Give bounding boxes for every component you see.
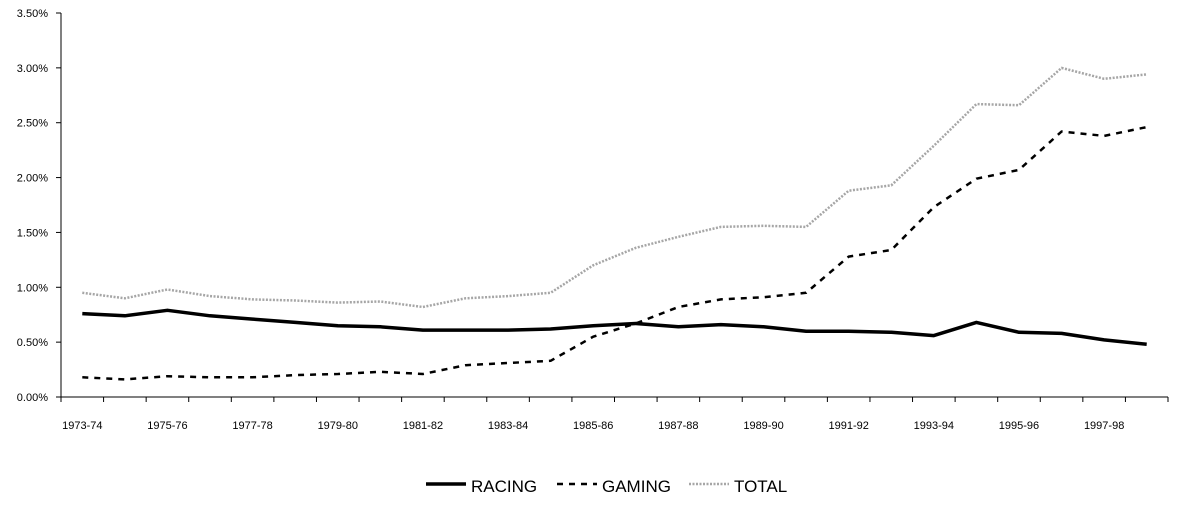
legend-label-total: TOTAL <box>734 477 787 496</box>
axes <box>60 13 1168 398</box>
x-tick-label: 1983-84 <box>488 420 528 432</box>
x-tick-label: 1995-96 <box>999 420 1039 432</box>
y-tick-label: 0.50% <box>17 337 48 349</box>
series-lines <box>82 66 1147 381</box>
series-line-gaming <box>82 125 1147 381</box>
x-tick-label: 1989-90 <box>743 420 783 432</box>
x-tick-label: 1981-82 <box>403 420 443 432</box>
x-tick-label: 1973-74 <box>62 420 102 432</box>
legend-label-racing: RACING <box>471 477 537 496</box>
x-tick-label: 1993-94 <box>914 420 954 432</box>
x-axis-ticks: 1973-74 1975-76 1977-78 1979-80 1981-82 1983-… <box>60 397 1169 432</box>
x-tick-label: 1977-78 <box>232 420 272 432</box>
y-tick-label: 3.00% <box>17 63 48 75</box>
x-tick-label: 1979-80 <box>318 420 358 432</box>
series-line-total <box>82 66 1147 309</box>
x-tick-label: 1997-98 <box>1084 420 1124 432</box>
y-tick-label: 2.50% <box>17 118 48 130</box>
x-tick-label: 1991-92 <box>828 420 868 432</box>
y-tick-label: 0.00% <box>17 392 48 404</box>
y-tick-label: 3.50% <box>17 8 48 20</box>
y-tick-label: 2.00% <box>17 173 48 185</box>
y-tick-label: 1.50% <box>17 227 48 239</box>
y-axis-ticks: 0.00% 0.50% 1.00% 1.50% 2.00% 2.50% 3.00% 3.50% <box>17 8 61 404</box>
y-tick-label: 1.00% <box>17 282 48 294</box>
legend: RACING GAMING TOTAL <box>426 477 787 496</box>
series-line-racing <box>82 308 1147 347</box>
x-tick-label: 1975-76 <box>147 420 187 432</box>
x-tick-label: 1987-88 <box>658 420 698 432</box>
legend-label-gaming: GAMING <box>602 477 671 496</box>
x-tick-label: 1985-86 <box>573 420 613 432</box>
